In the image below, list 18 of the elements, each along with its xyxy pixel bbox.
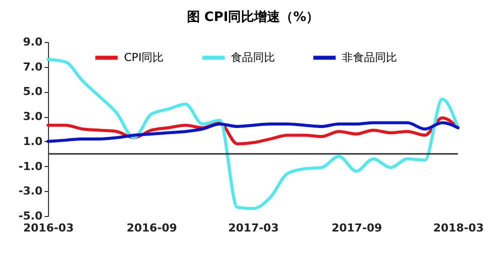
line-series — [46, 121, 460, 143]
x-tick-label: 2018-03 — [433, 222, 484, 234]
y-tick-label: 5.0 — [23, 85, 43, 98]
x-tick-label: 2016-09 — [126, 222, 178, 234]
legend-label: 非食品同比 — [342, 50, 397, 64]
legend-label: 食品同比 — [231, 50, 275, 64]
legend-label: CPI同比 — [124, 50, 164, 64]
y-tick-label: -5.0 — [18, 210, 43, 222]
y-tick-label: 1.0 — [23, 134, 43, 148]
y-tick-label: -1.0 — [18, 160, 43, 173]
x-tick-label: 2016-03 — [23, 222, 74, 234]
y-tick-label: 9.0 — [23, 36, 43, 48]
x-tick-label: 2017-03 — [228, 222, 279, 234]
y-tick-label: 3.0 — [23, 110, 43, 124]
x-tick-label: 2017-09 — [332, 222, 382, 234]
y-tick-label: 7.0 — [23, 60, 43, 74]
chart-title: 图 CPI同比增速（%） — [186, 10, 320, 25]
y-tick-label: -3.0 — [18, 184, 43, 198]
